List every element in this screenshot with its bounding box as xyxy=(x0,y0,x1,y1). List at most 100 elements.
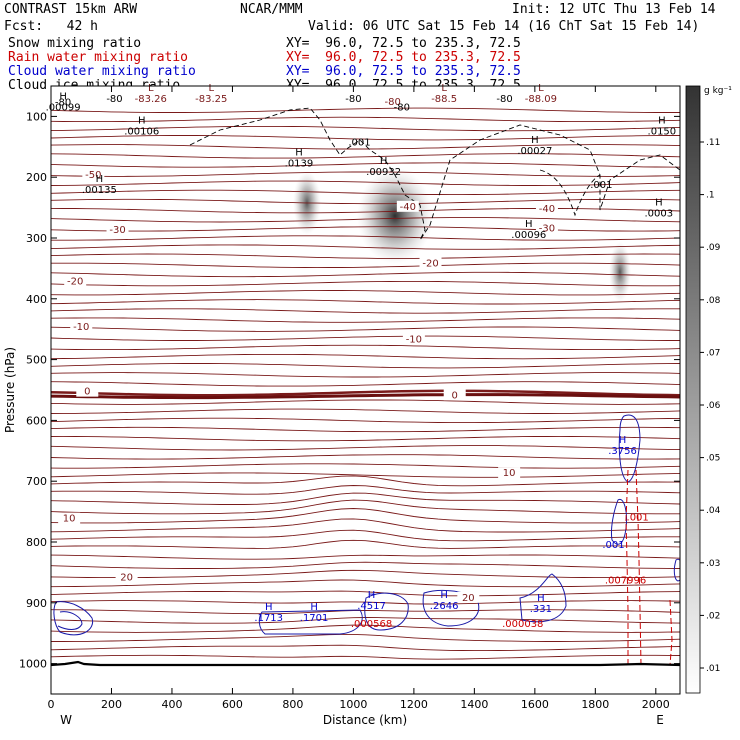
legend-rain-label: Rain water mixing ratio xyxy=(8,50,189,65)
valid-time: Valid: 06 UTC Sat 15 Feb 14 (16 ChT Sat … xyxy=(308,19,700,34)
temperature-contour xyxy=(51,654,680,660)
extremum-value: -83.25 xyxy=(195,94,227,105)
y-tick-label: 500 xyxy=(26,354,47,367)
extremum-marker: H xyxy=(531,135,539,146)
contour-value-label: .001 xyxy=(590,180,612,191)
temperature-label-text: -10 xyxy=(406,334,422,345)
extremum-label: H.00135 xyxy=(82,174,117,196)
extremum-label: .001 xyxy=(627,513,649,524)
x-tick-label: 800 xyxy=(282,698,303,711)
y-tick-label: 200 xyxy=(26,171,47,184)
temperature-contour xyxy=(51,290,680,296)
extremum-label: H.1701 xyxy=(300,602,329,624)
extremum-value: -83.26 xyxy=(135,94,167,105)
org-label: NCAR/MMM xyxy=(240,2,303,17)
temperature-label-text: -20 xyxy=(422,258,438,269)
temperature-contour xyxy=(51,125,680,132)
extremum-label: .007996 xyxy=(605,575,646,586)
extremum-value: .001 xyxy=(602,540,624,551)
temperature-contour xyxy=(51,539,680,549)
temperature-label: 10 xyxy=(498,467,521,479)
colorbar-tick-label: .04 xyxy=(706,506,721,516)
temperature-contour xyxy=(51,198,680,205)
y-axis-title: Pressure (hPa) xyxy=(3,347,17,433)
x-tick-label: 600 xyxy=(222,698,243,711)
temperature-label: 0 xyxy=(76,385,99,398)
temperature-contour xyxy=(51,624,680,633)
y-tick-label: 600 xyxy=(26,414,47,427)
temperature-contours xyxy=(51,107,680,660)
temperature-contour xyxy=(51,590,680,597)
extremum-marker: H xyxy=(380,156,388,167)
temperature-label-text: 0 xyxy=(452,390,458,401)
temperature-contour xyxy=(51,561,680,569)
extremum-marker: L xyxy=(148,83,154,94)
extremum-value: .0150 xyxy=(648,127,677,138)
extremum-value: .000568 xyxy=(351,619,392,630)
temperature-contour xyxy=(51,472,680,478)
extremum-value: .001 xyxy=(627,513,649,524)
contour-labels: -50 -30 -20 -10 0 10 20 -80 -40 -20 -10 0 10 20 -40 -30… xyxy=(46,83,677,630)
temperature-contour xyxy=(51,107,680,113)
colorbar-tick-label: .02 xyxy=(706,611,720,621)
extremum-label: H.00932 xyxy=(366,156,401,178)
temperature-label: -30 xyxy=(535,222,558,235)
extremum-value: -88.09 xyxy=(525,94,557,105)
extremum-value: .00096 xyxy=(511,230,546,241)
temperature-contour xyxy=(51,569,680,579)
extremum-marker: H xyxy=(368,590,376,601)
contour-value-label: .001 xyxy=(348,138,370,149)
x-tick-label: 1000 xyxy=(339,698,367,711)
snow-blob xyxy=(609,242,631,302)
temperature-contour xyxy=(51,116,680,123)
legend-cloudwater-xy: XY= 96.0, 72.5 to 235.3, 72.5 xyxy=(286,64,521,79)
temperature-contour xyxy=(51,344,680,351)
cloud-ice-contour xyxy=(539,169,601,217)
snow-blob xyxy=(357,168,433,264)
extremum-marker: H xyxy=(96,174,104,185)
colorbar-tick-label: .01 xyxy=(706,664,720,674)
temperature-contour xyxy=(51,271,680,278)
colorbar: g kg⁻¹ .01 .02 .03 .04 .05 .06 .07 .08 .09 .1 .11 xyxy=(685,85,732,694)
extremum-marker: H xyxy=(525,219,533,230)
rain-water-contours xyxy=(625,469,673,666)
extremum-marker: H xyxy=(655,198,663,209)
temperature-contour xyxy=(51,518,680,533)
extremum-value: .3756 xyxy=(608,446,637,457)
x-tick-label: 200 xyxy=(101,698,122,711)
temperature-contour xyxy=(51,609,680,615)
colorbar-tick-label: .1 xyxy=(706,191,715,201)
temperature-label-text: -40 xyxy=(539,204,555,215)
extremum-marker: H xyxy=(138,116,146,127)
contour-value-label: -80 xyxy=(106,94,122,105)
temperature-contour xyxy=(51,244,680,250)
y-tick-label: 800 xyxy=(26,536,47,549)
temperature-label-text: -50 xyxy=(85,170,101,181)
surface-line xyxy=(50,660,681,667)
cloud-ice-contours xyxy=(189,107,680,241)
extremum-value: .00106 xyxy=(124,127,159,138)
x-axis-title: Distance (km) xyxy=(323,713,407,727)
temperature-contour xyxy=(51,417,680,424)
cloud-water-contour xyxy=(519,573,567,623)
temperature-contour xyxy=(51,308,680,314)
extremum-value: -88.5 xyxy=(431,94,457,105)
temperature-contour xyxy=(51,435,680,442)
temperature-contour xyxy=(51,189,680,196)
contour-value-label: -80 xyxy=(55,97,71,108)
colorbar-tick-label: .07 xyxy=(706,348,720,358)
cloud-water-contour xyxy=(258,609,363,635)
extremum-label: L-83.26 xyxy=(135,83,167,105)
colorbar-unit: g kg⁻¹ xyxy=(704,86,732,96)
rain-water-contour xyxy=(635,469,642,666)
extremum-marker: L xyxy=(441,83,447,94)
y-tick-label: 400 xyxy=(26,293,47,306)
temperature-label: -20 xyxy=(419,257,442,269)
rain-water-contour xyxy=(625,469,629,665)
extremum-label: .001 xyxy=(602,540,624,551)
temperature-contour xyxy=(51,389,680,397)
colorbar-tick-label: .09 xyxy=(706,243,721,253)
y-tick-label: 1000 xyxy=(19,658,47,671)
legend-rain-xy: XY= 96.0, 72.5 to 235.3, 72.5 xyxy=(286,50,521,65)
